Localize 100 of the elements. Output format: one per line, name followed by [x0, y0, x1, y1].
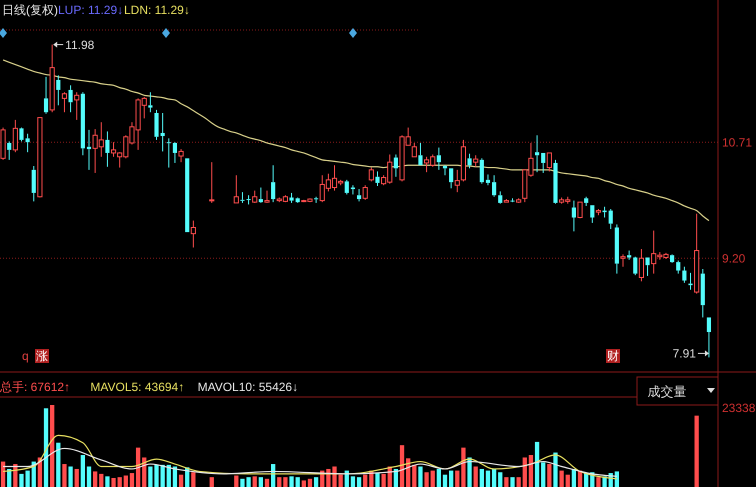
candlestick — [240, 192, 245, 204]
candlestick — [608, 208, 613, 230]
candlestick — [32, 166, 36, 202]
candlestick — [436, 147, 441, 170]
bar — [178, 474, 184, 487]
bar — [424, 472, 429, 487]
bar — [246, 477, 251, 487]
candlestick — [442, 164, 448, 176]
bar — [38, 457, 42, 487]
bar — [252, 476, 257, 487]
candlestick — [160, 112, 165, 152]
bar — [258, 477, 264, 487]
candlestick — [676, 260, 680, 274]
bar — [394, 468, 398, 487]
candlestick — [534, 134, 540, 173]
bar — [375, 473, 380, 487]
bar — [289, 476, 294, 487]
bar — [510, 477, 515, 487]
bar — [111, 478, 116, 487]
bar — [13, 464, 18, 487]
line-series — [2, 59, 710, 222]
bar — [283, 477, 288, 487]
bar — [74, 468, 79, 487]
text: 23338 — [722, 401, 756, 415]
bar — [572, 468, 576, 487]
candlestick — [356, 188, 362, 202]
candlestick — [105, 130, 110, 168]
bar — [154, 464, 159, 487]
bar — [105, 476, 110, 487]
bar — [344, 470, 349, 487]
candlestick — [56, 74, 60, 106]
bar — [504, 477, 509, 487]
candlestick — [350, 184, 356, 195]
bar — [486, 470, 490, 487]
bar — [148, 466, 153, 487]
candlestick — [394, 154, 398, 178]
bar — [62, 464, 67, 487]
annotation: q — [22, 349, 29, 363]
candlestick — [314, 196, 318, 204]
annotation: 涨 — [36, 349, 48, 363]
candlestick — [172, 142, 178, 164]
candlestick — [688, 272, 693, 290]
bar — [541, 462, 546, 487]
series-label: 总手: 67612↑ — [0, 380, 70, 394]
bar — [19, 474, 24, 487]
bar — [68, 466, 73, 487]
candlestick — [602, 206, 607, 218]
bar — [80, 455, 86, 487]
candlestick — [68, 84, 73, 113]
bar — [436, 468, 442, 487]
bar — [480, 468, 484, 487]
bar — [430, 470, 435, 487]
candlestick — [584, 196, 588, 206]
candlestick — [289, 192, 294, 204]
bar — [596, 477, 601, 487]
candlestick — [19, 127, 24, 142]
annotation: LUP: 11.29↓ — [58, 3, 124, 17]
candlestick — [638, 248, 644, 282]
annotation: 11.98 — [65, 38, 95, 52]
bar — [7, 468, 12, 487]
bar — [240, 478, 245, 487]
bar — [191, 472, 196, 487]
candlestick — [44, 76, 48, 114]
bar — [56, 442, 60, 487]
bar — [448, 470, 454, 487]
text: 成交量 — [648, 384, 686, 399]
candlestick — [682, 266, 686, 284]
text: MAVOL5: 43694↑ — [90, 380, 184, 394]
bar — [442, 474, 448, 487]
bar — [314, 477, 318, 487]
chart-title: 日线(复权) — [2, 3, 58, 17]
candlestick — [633, 256, 638, 276]
candlestick — [62, 92, 68, 113]
candlestick — [492, 174, 496, 198]
candlestick — [700, 268, 705, 318]
candlestick — [271, 164, 276, 203]
candlestick — [614, 224, 619, 274]
candlestick — [627, 250, 632, 260]
candlestick — [375, 170, 380, 186]
candlestick — [344, 179, 349, 195]
bar — [338, 474, 343, 487]
annotation: 财 — [607, 349, 619, 363]
bar — [302, 480, 306, 487]
bar — [418, 466, 423, 487]
candlestick — [154, 109, 159, 140]
candlestick — [258, 187, 263, 204]
bar — [474, 466, 478, 487]
candlestick — [467, 153, 472, 169]
candlestick — [480, 158, 484, 184]
bar — [277, 477, 282, 487]
y-tick-label: 10.71 — [722, 135, 752, 150]
bar — [694, 416, 699, 487]
bar — [356, 477, 362, 487]
bar — [296, 477, 300, 487]
candlestick — [190, 220, 196, 248]
bar — [350, 476, 356, 487]
candlestick — [296, 197, 300, 204]
bar — [455, 470, 460, 487]
candlestick — [80, 92, 85, 156]
text: MAVOL10: 55426↓ — [198, 380, 298, 394]
